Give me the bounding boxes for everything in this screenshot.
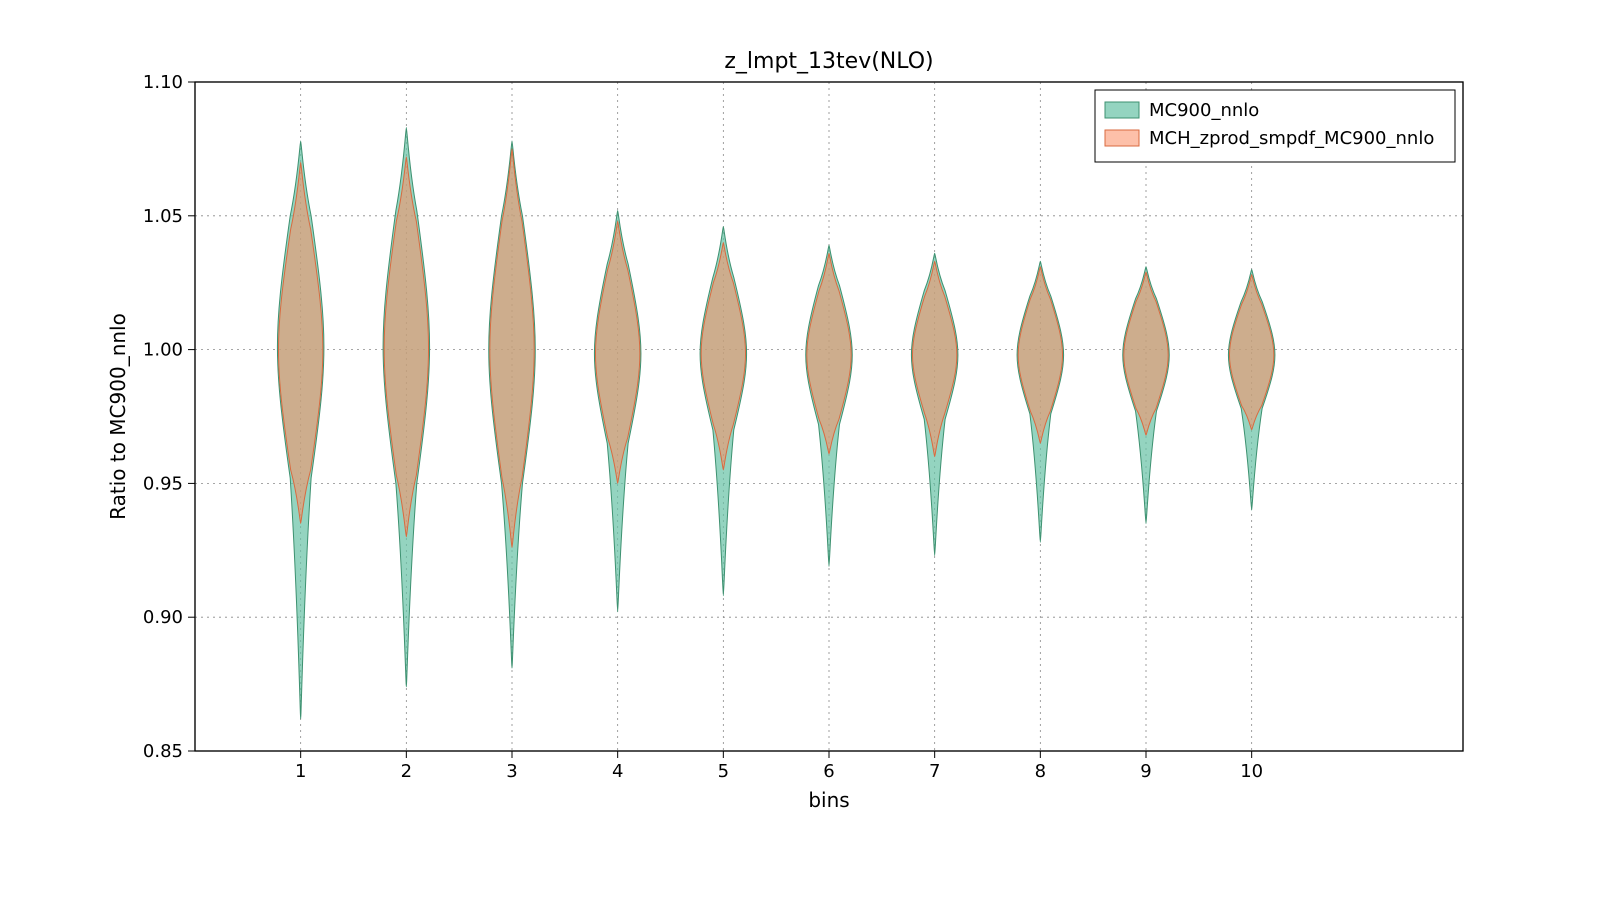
x-tick-label: 1: [295, 761, 306, 782]
plot-area: 0.85 0.90 0.95 1.00 1.05 1.10 1 2 3 4 5 6 7 8 9 10: [143, 72, 1463, 782]
x-tick-label: 6: [823, 761, 834, 782]
x-tick-label: 8: [1035, 761, 1046, 782]
legend-label: MC900_nnlo: [1149, 100, 1259, 121]
y-tick-label: 1.10: [143, 72, 183, 93]
legend-swatch: [1105, 102, 1139, 118]
y-tick-label: 1.05: [143, 206, 183, 227]
legend: MC900_nnlo MCH_zprod_smpdf_MC900_nnlo: [1095, 90, 1455, 162]
legend-label: MCH_zprod_smpdf_MC900_nnlo: [1149, 128, 1434, 149]
y-axis-label: Ratio to MC900_nnlo: [106, 313, 130, 520]
y-tick-label: 0.90: [143, 607, 183, 628]
violin-chart: 0.85 0.90 0.95 1.00 1.05 1.10 1 2 3 4 5 6 7 8 9 10 z_lm…: [0, 0, 1600, 900]
y-tick-label: 0.95: [143, 473, 183, 494]
x-tick-label: 9: [1140, 761, 1151, 782]
x-tick-label: 3: [506, 761, 517, 782]
y-tick-label: 1.00: [143, 340, 183, 361]
legend-swatch: [1105, 130, 1139, 146]
y-tick-label: 0.85: [143, 741, 183, 762]
chart-title: z_lmpt_13tev(NLO): [724, 49, 933, 74]
x-tick-label: 10: [1240, 761, 1263, 782]
x-tick-label: 7: [929, 761, 940, 782]
chart-container: 0.85 0.90 0.95 1.00 1.05 1.10 1 2 3 4 5 6 7 8 9 10 z_lm…: [0, 0, 1600, 900]
x-axis-label: bins: [808, 788, 849, 812]
x-tick-label: 4: [612, 761, 623, 782]
x-tick-label: 2: [401, 761, 412, 782]
x-tick-label: 5: [718, 761, 729, 782]
